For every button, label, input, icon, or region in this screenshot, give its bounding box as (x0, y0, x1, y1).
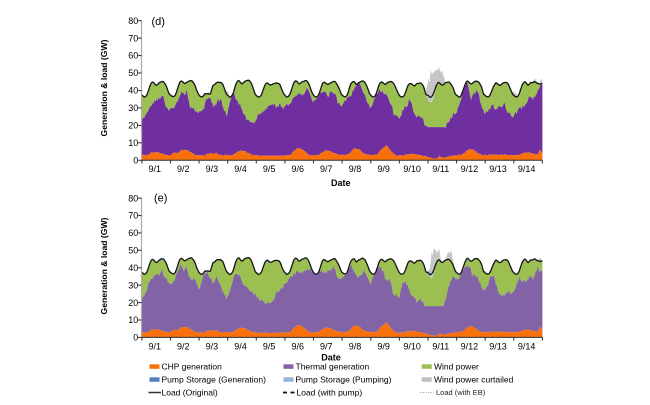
svg-text:Pump Storage (Generation): Pump Storage (Generation) (162, 375, 267, 385)
svg-text:9/7: 9/7 (320, 341, 333, 351)
svg-text:9/8: 9/8 (349, 341, 362, 351)
svg-text:(e): (e) (154, 193, 167, 205)
svg-text:9/11: 9/11 (432, 341, 449, 351)
svg-text:Load (with EB): Load (with EB) (436, 388, 486, 397)
svg-text:(d): (d) (152, 16, 165, 28)
svg-text:30: 30 (128, 280, 138, 290)
svg-text:9/8: 9/8 (349, 164, 362, 174)
svg-text:9/13: 9/13 (489, 341, 507, 351)
svg-text:0: 0 (133, 156, 138, 166)
svg-text:30: 30 (128, 103, 138, 113)
svg-text:9/10: 9/10 (403, 341, 421, 351)
svg-text:9/9: 9/9 (377, 164, 390, 174)
svg-text:Generation & load (GW): Generation & load (GW) (99, 217, 109, 314)
svg-text:9/2: 9/2 (177, 341, 190, 351)
svg-text:9/5: 9/5 (263, 341, 276, 351)
svg-text:9/5: 9/5 (263, 164, 276, 174)
svg-text:70: 70 (128, 33, 138, 43)
svg-text:20: 20 (128, 121, 138, 131)
svg-text:9/14: 9/14 (518, 164, 536, 174)
svg-text:9/3: 9/3 (206, 341, 219, 351)
svg-text:9/7: 9/7 (320, 164, 333, 174)
svg-text:9/12: 9/12 (461, 164, 479, 174)
svg-text:9/2: 9/2 (177, 164, 190, 174)
svg-text:40: 40 (128, 263, 138, 273)
svg-text:Wind power curtailed: Wind power curtailed (434, 375, 514, 385)
svg-text:Wind power: Wind power (434, 362, 479, 372)
svg-text:9/4: 9/4 (234, 164, 247, 174)
svg-text:9/1: 9/1 (148, 341, 161, 351)
svg-text:Load (with pump): Load (with pump) (297, 388, 363, 398)
svg-text:Load (Original): Load (Original) (162, 388, 218, 398)
svg-text:60: 60 (128, 51, 138, 61)
svg-text:Date: Date (331, 178, 351, 188)
svg-text:9/6: 9/6 (291, 341, 304, 351)
svg-text:60: 60 (128, 228, 138, 238)
svg-text:50: 50 (128, 246, 138, 256)
svg-text:9/14: 9/14 (518, 341, 536, 351)
svg-text:9/12: 9/12 (461, 341, 479, 351)
svg-text:Thermal generation: Thermal generation (296, 362, 370, 372)
svg-text:80: 80 (128, 16, 138, 26)
svg-text:40: 40 (128, 86, 138, 96)
svg-text:9/13: 9/13 (489, 164, 507, 174)
svg-text:70: 70 (128, 211, 138, 221)
svg-text:50: 50 (128, 68, 138, 78)
svg-text:9/11: 9/11 (432, 164, 449, 174)
svg-text:10: 10 (128, 138, 138, 148)
svg-text:9/6: 9/6 (291, 164, 304, 174)
svg-text:80: 80 (128, 193, 138, 203)
svg-text:Generation & load (GW): Generation & load (GW) (99, 39, 109, 136)
svg-text:0: 0 (133, 333, 138, 343)
svg-text:10: 10 (128, 315, 138, 325)
svg-text:20: 20 (128, 298, 138, 308)
svg-text:Date: Date (321, 353, 341, 363)
svg-text:CHP generation: CHP generation (162, 362, 223, 372)
svg-text:Pump Storage (Pumping): Pump Storage (Pumping) (296, 375, 392, 385)
svg-text:9/10: 9/10 (403, 164, 421, 174)
svg-text:9/3: 9/3 (206, 164, 219, 174)
svg-text:9/1: 9/1 (148, 164, 161, 174)
svg-text:9/4: 9/4 (234, 341, 247, 351)
svg-text:9/9: 9/9 (377, 341, 390, 351)
